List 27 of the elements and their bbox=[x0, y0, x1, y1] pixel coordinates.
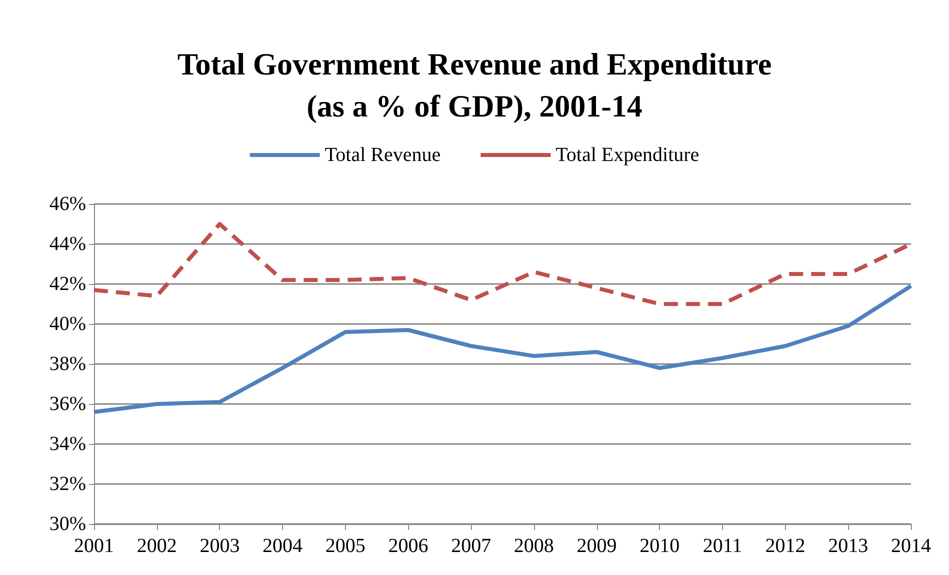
x-tick-label: 2010 bbox=[640, 535, 680, 557]
chart-title: Total Government Revenue and Expenditure (as a % of GDP), 2001-14 bbox=[177, 46, 772, 124]
x-tick-label: 2011 bbox=[702, 535, 742, 557]
line-series bbox=[92, 284, 913, 414]
x-tick-label: 2007 bbox=[451, 535, 492, 557]
x-tick-label: 2002 bbox=[136, 535, 177, 557]
legend-label: Total Expenditure bbox=[556, 144, 700, 166]
y-tick-label: 42% bbox=[49, 273, 86, 295]
legend-label: Total Revenue bbox=[324, 144, 441, 166]
y-tick-label: 34% bbox=[49, 433, 86, 455]
y-tick-label: 38% bbox=[49, 353, 86, 375]
x-tick-label: 2006 bbox=[388, 535, 428, 557]
y-tick-label: 46% bbox=[49, 193, 86, 215]
x-tick-label: 2004 bbox=[262, 535, 303, 557]
x-tick-label: 2005 bbox=[325, 535, 366, 557]
y-tick-label: 40% bbox=[49, 313, 86, 335]
x-tick-label: 2012 bbox=[765, 535, 806, 557]
y-tick-label: 30% bbox=[49, 513, 86, 535]
x-tick-label: 2013 bbox=[828, 535, 868, 557]
y-tick-label: 32% bbox=[49, 473, 86, 495]
x-tick-label: 2003 bbox=[200, 535, 240, 557]
y-tick-label: 44% bbox=[49, 233, 86, 255]
x-tick-label: 2001 bbox=[74, 535, 114, 557]
x-tick-label: 2008 bbox=[514, 535, 554, 557]
y-tick-label: 36% bbox=[49, 393, 86, 415]
x-tick-label: 2009 bbox=[576, 535, 617, 557]
x-tick-label: 2014 bbox=[891, 535, 931, 557]
